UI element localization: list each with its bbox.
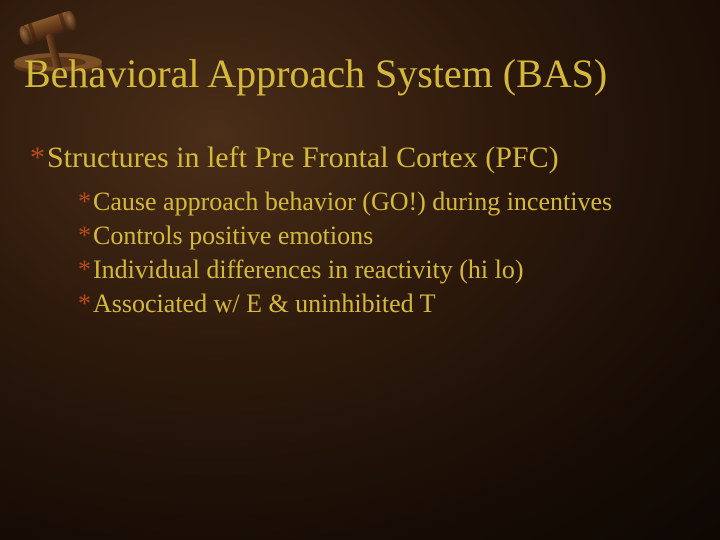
bullet-level2: * Controls positive emotions	[78, 220, 690, 252]
bullet-text: Individual differences in reactivity (hi…	[93, 254, 524, 286]
bullet-level2: * Associated w/ E & uninhibited T	[78, 288, 690, 320]
bullet-level2-group: * Cause approach behavior (GO!) during i…	[78, 186, 690, 320]
star-icon: *	[78, 254, 91, 286]
bullet-text: Controls positive emotions	[93, 220, 373, 252]
bullet-level2: * Individual differences in reactivity (…	[78, 254, 690, 286]
star-icon: *	[30, 140, 45, 176]
star-icon: *	[78, 220, 91, 252]
slide-body: * Structures in left Pre Frontal Cortex …	[30, 140, 690, 322]
slide-title: Behavioral Approach System (BAS)	[24, 52, 696, 96]
bullet-level1: * Structures in left Pre Frontal Cortex …	[30, 140, 690, 176]
bullet-text: Structures in left Pre Frontal Cortex (P…	[47, 140, 559, 176]
bullet-text: Associated w/ E & uninhibited T	[93, 288, 436, 320]
bullet-level2: * Cause approach behavior (GO!) during i…	[78, 186, 690, 218]
bullet-text: Cause approach behavior (GO!) during inc…	[93, 186, 612, 218]
star-icon: *	[78, 186, 91, 218]
star-icon: *	[78, 288, 91, 320]
